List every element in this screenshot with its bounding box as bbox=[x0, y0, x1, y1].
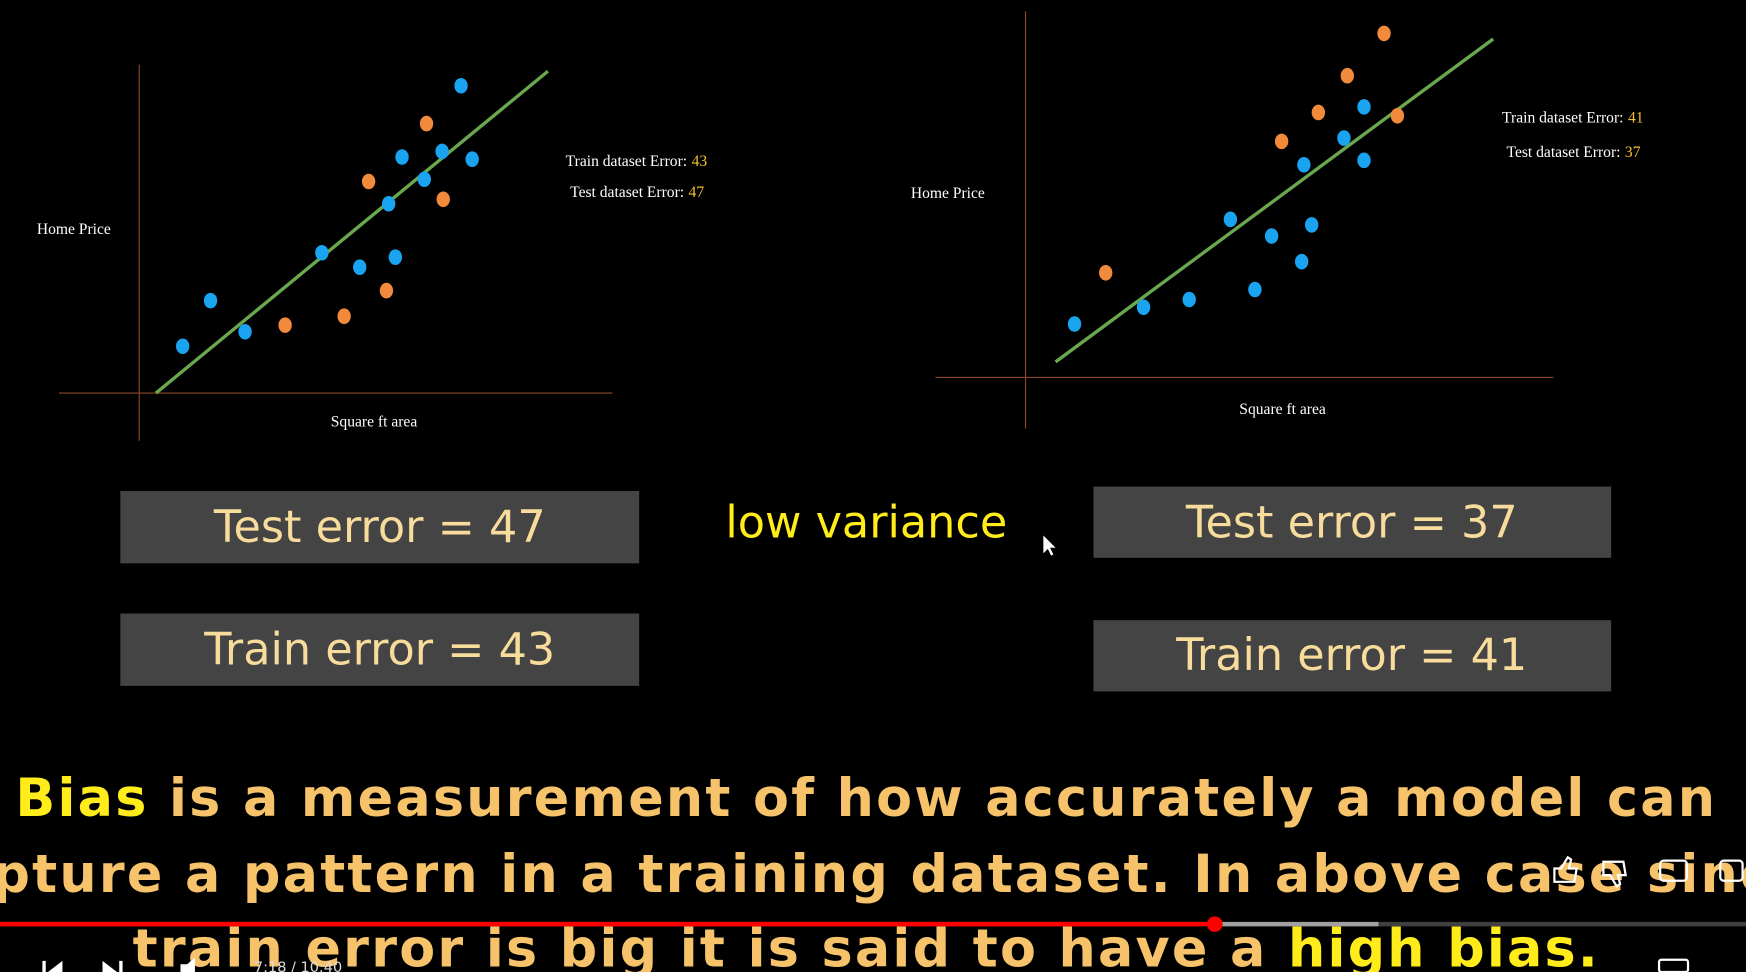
label: Test dataset Error: bbox=[570, 184, 684, 201]
note: low variance bbox=[725, 497, 1007, 549]
box bbox=[1093, 486, 1612, 558]
reactions bbox=[1553, 855, 1744, 888]
controls: 7:18 / 10:40 bbox=[42, 957, 1690, 972]
box-text: Test error = 47 bbox=[213, 501, 546, 553]
volume-button[interactable] bbox=[180, 957, 195, 972]
train-error-text: Train dataset Error: 41 bbox=[1502, 109, 1643, 126]
text: train error is big it is said to have a bbox=[133, 918, 1288, 972]
box-text: Test error = 37 bbox=[1185, 497, 1518, 549]
value: 43 bbox=[692, 153, 708, 170]
box bbox=[1093, 620, 1612, 692]
box-text: Train error = 41 bbox=[1175, 629, 1527, 681]
box bbox=[120, 491, 640, 564]
cursor bbox=[1043, 535, 1056, 556]
prev-button[interactable] bbox=[42, 960, 63, 972]
y-axis-label: Home Price bbox=[37, 221, 111, 238]
train-error-text: Train dataset Error: 43 bbox=[566, 153, 708, 170]
left-plot: Home Price Square ft area Train dataset … bbox=[37, 64, 708, 441]
buffer-bar bbox=[1213, 921, 1379, 927]
share-button[interactable] bbox=[1719, 859, 1744, 882]
label: Train dataset Error: bbox=[1502, 109, 1623, 126]
highlight: Bias bbox=[15, 768, 148, 829]
label: Test dataset Error: bbox=[1507, 144, 1621, 161]
box bbox=[120, 613, 640, 686]
value: 41 bbox=[1628, 109, 1644, 126]
caption-line: Bias is a measurement of how accurately … bbox=[15, 768, 1717, 829]
caption-line: train error is big it is said to have a … bbox=[133, 918, 1600, 972]
value: 37 bbox=[1625, 144, 1641, 161]
box-text: Train error = 43 bbox=[203, 623, 555, 675]
test-error-text: Test dataset Error: 37 bbox=[1507, 144, 1641, 161]
x-axis-label: Square ft area bbox=[1239, 401, 1326, 418]
test-error-text: Test dataset Error: 47 bbox=[570, 184, 704, 201]
y-axis-label: Home Price bbox=[911, 185, 985, 202]
time: 7:18 / 10:40 bbox=[254, 960, 342, 972]
like-button[interactable] bbox=[1553, 855, 1578, 883]
scrubber[interactable] bbox=[1207, 916, 1223, 932]
progress-bar bbox=[0, 921, 1214, 927]
right-plot: Home Price Square ft area Train dataset … bbox=[911, 11, 1644, 429]
next-button[interactable] bbox=[102, 960, 123, 972]
cc-button[interactable] bbox=[1657, 958, 1690, 972]
label: Train dataset Error: bbox=[566, 153, 687, 170]
highlight: high bias. bbox=[1288, 918, 1600, 972]
value: 47 bbox=[689, 184, 705, 201]
dislike-button[interactable] bbox=[1602, 860, 1627, 888]
text: is a measurement of how accurately a mod… bbox=[149, 768, 1718, 829]
caption-line: capture a pattern in a training dataset.… bbox=[0, 844, 1746, 905]
x-axis-label: Square ft area bbox=[331, 413, 418, 430]
comment-button[interactable] bbox=[1659, 859, 1689, 882]
